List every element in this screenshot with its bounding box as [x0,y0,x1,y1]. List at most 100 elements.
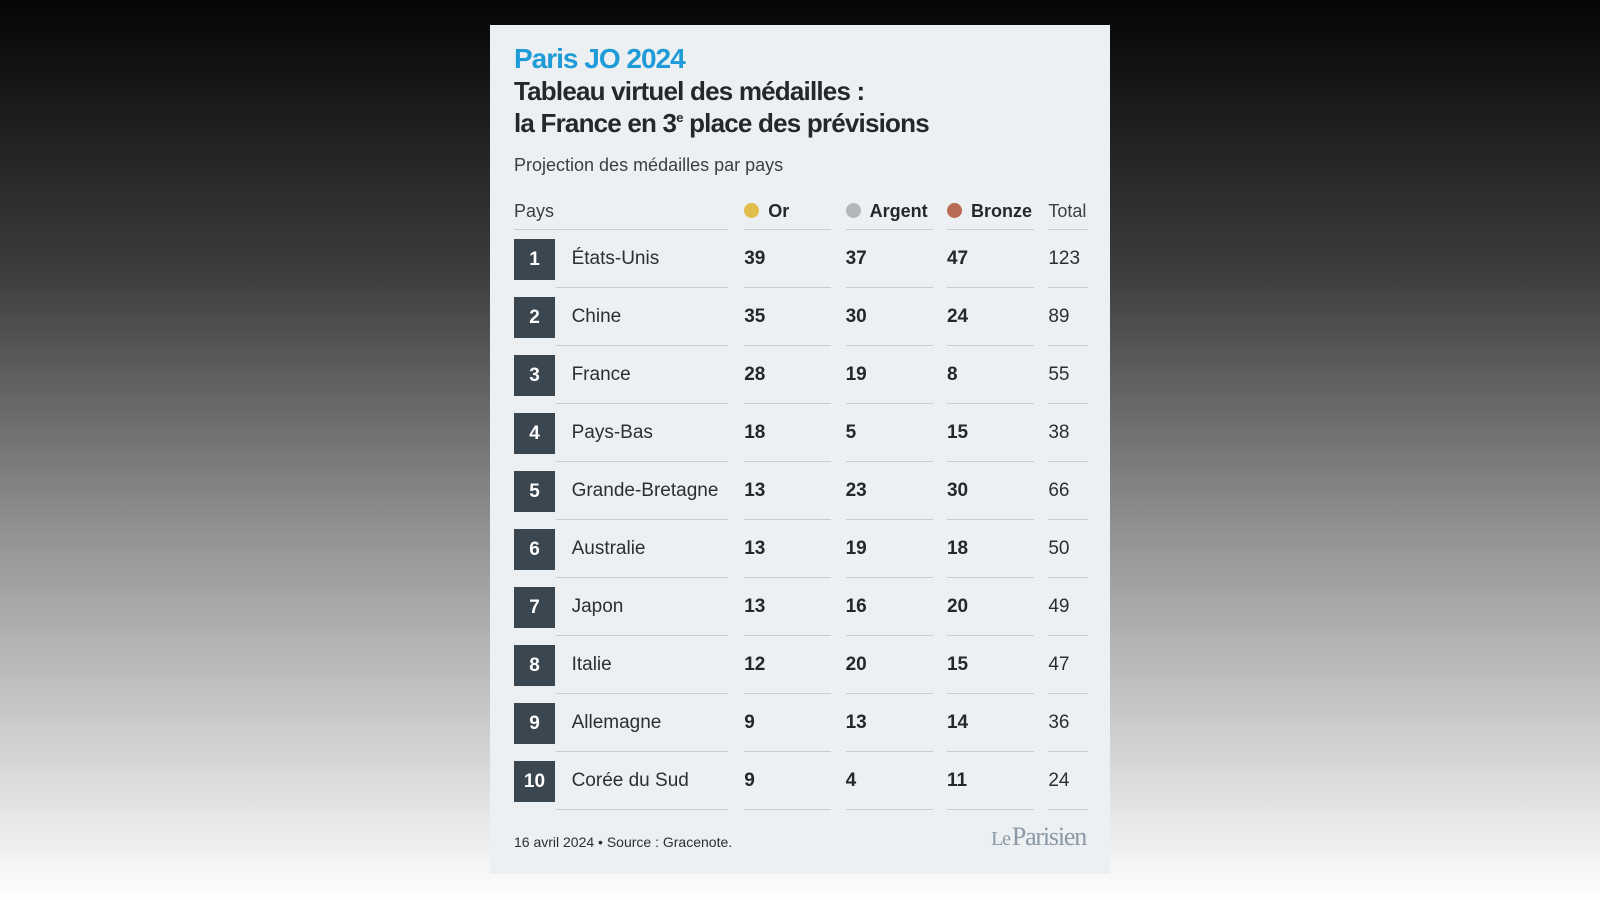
bronze-count: 14 [946,694,1035,752]
silver-count: 19 [845,520,933,578]
bronze-count: 47 [946,230,1035,288]
rank-badge: 6 [514,528,555,570]
rank-badge: 10 [514,760,555,802]
rank-cell: 9 [514,694,556,752]
gold-count: 12 [744,636,832,694]
total-count: 47 [1048,636,1088,694]
silver-count: 37 [845,230,933,288]
headline-line-2-start: la France en 3 [514,108,677,138]
header-country: Pays [514,193,728,230]
rank-badge: 4 [514,412,555,454]
silver-dot-icon [845,202,861,218]
rank-cell: 5 [514,462,556,520]
silver-count: 16 [845,578,933,636]
bronze-count: 11 [946,752,1035,810]
gold-count: 18 [744,404,832,462]
table-row: 7 Japon 13 16 20 49 [514,578,1088,636]
infographic-card: Paris JO 2024 Tableau virtuel des médail… [490,25,1110,874]
silver-count: 13 [845,694,933,752]
bronze-count: 15 [946,404,1035,462]
logo-name: Parisien [1011,822,1087,851]
silver-count: 5 [845,404,933,462]
silver-count: 19 [845,346,933,404]
country-name: États-Unis [555,230,728,288]
bronze-count: 30 [946,462,1035,520]
bronze-dot-icon [946,202,962,218]
total-count: 55 [1048,346,1088,404]
header-total: Total [1048,193,1088,230]
bronze-count: 20 [946,578,1035,636]
country-name: Chine [555,288,728,346]
header-gold-label: Or [768,200,790,221]
table-row: 9 Allemagne 9 13 14 36 [514,694,1088,752]
headline: Tableau virtuel des médailles : la Franc… [514,75,1086,139]
rank-cell: 1 [514,230,556,288]
rank-badge: 2 [514,296,555,338]
rank-cell: 4 [514,404,556,462]
footer: 16 avril 2024 • Source : Gracenote. LePa… [514,820,1087,856]
table-row: 10 Corée du Sud 9 4 11 24 [514,752,1088,810]
gold-dot-icon [744,202,760,218]
silver-count: 4 [845,752,933,810]
le-parisien-logo: LeParisien [991,820,1087,856]
gold-count: 9 [744,752,832,810]
headline-superscript: e [676,110,683,125]
silver-count: 20 [845,636,933,694]
table-row: 1 États-Unis 39 37 47 123 [514,230,1088,288]
gold-count: 13 [744,520,832,578]
rank-badge: 8 [514,644,555,686]
header-silver-label: Argent [869,200,928,221]
gold-count: 13 [744,462,832,520]
header-gold: Or [744,193,832,230]
rank-cell: 10 [514,752,556,810]
bronze-count: 24 [946,288,1035,346]
country-name: Japon [555,578,728,636]
source-note: 16 avril 2024 • Source : Gracenote. [514,834,733,850]
table-row: 2 Chine 35 30 24 89 [514,288,1088,346]
table-row: 6 Australie 13 19 18 50 [514,520,1088,578]
country-name: Corée du Sud [555,752,728,810]
silver-count: 30 [845,288,933,346]
total-count: 66 [1048,462,1088,520]
total-count: 36 [1048,694,1088,752]
headline-line-1: Tableau virtuel des médailles : [514,76,865,106]
rank-badge: 7 [514,586,555,628]
rank-badge: 1 [514,238,555,280]
headline-line-2-end: place des prévisions [682,108,930,138]
bronze-count: 8 [946,346,1035,404]
kicker-title: Paris JO 2024 [514,43,686,74]
gold-count: 28 [744,346,832,404]
bronze-count: 15 [946,636,1035,694]
country-name: Italie [555,636,728,694]
total-count: 123 [1048,230,1088,288]
rank-badge: 3 [514,354,555,396]
rank-cell: 2 [514,288,556,346]
rank-badge: 9 [514,702,555,744]
table-row: 3 France 28 19 8 55 [514,346,1088,404]
rank-cell: 8 [514,636,556,694]
country-name: Grande-Bretagne [555,462,728,520]
subtitle: Projection des médailles par pays [514,155,784,175]
header-bronze-label: Bronze [970,200,1032,221]
country-name: Allemagne [555,694,728,752]
country-name: Australie [555,520,728,578]
bronze-count: 18 [946,520,1035,578]
rank-badge: 5 [514,470,555,512]
table-row: 8 Italie 12 20 15 47 [514,636,1088,694]
table-header-row: Pays Or Argent Bronze Total [514,193,1088,230]
country-name: France [555,346,728,404]
logo-le: Le [991,828,1011,850]
total-count: 38 [1048,404,1088,462]
medal-table: Pays Or Argent Bronze Total 1 États-Unis 3… [514,193,1088,810]
country-name: Pays-Bas [555,404,728,462]
total-count: 50 [1048,520,1088,578]
rank-cell: 7 [514,578,556,636]
header-silver: Argent [845,193,933,230]
table-row: 4 Pays-Bas 18 5 15 38 [514,404,1088,462]
gold-count: 13 [744,578,832,636]
header-bronze: Bronze [946,193,1035,230]
gold-count: 39 [744,230,832,288]
headline-line-2: la France en 3e place des prévisions [514,107,1086,139]
total-count: 49 [1048,578,1088,636]
table-body: 1 États-Unis 39 37 47 123 2 Chine 35 30 24 89 3 Franc… [514,230,1088,810]
